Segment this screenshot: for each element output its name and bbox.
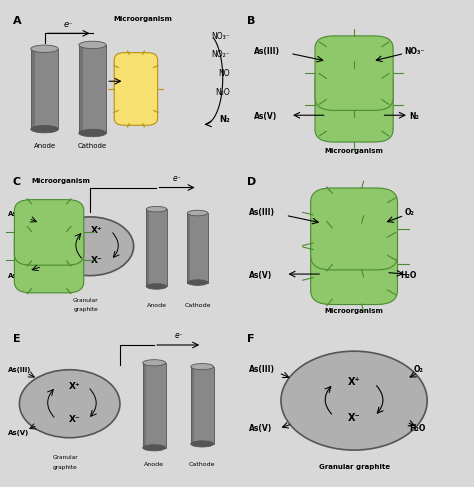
FancyBboxPatch shape (310, 223, 398, 304)
Text: Microorganism: Microorganism (325, 308, 383, 314)
FancyBboxPatch shape (14, 227, 84, 293)
Text: X⁻: X⁻ (91, 256, 103, 264)
Text: As(III): As(III) (8, 211, 31, 217)
Text: C: C (12, 177, 21, 187)
Text: e⁻: e⁻ (173, 174, 182, 183)
Text: Cathode: Cathode (189, 463, 215, 468)
Text: B: B (246, 17, 255, 26)
Text: A: A (12, 17, 21, 26)
Text: As(V): As(V) (249, 271, 272, 280)
Text: Granular graphite: Granular graphite (319, 464, 390, 470)
Text: NO₃⁻: NO₃⁻ (404, 47, 425, 56)
FancyBboxPatch shape (315, 68, 393, 142)
Text: X⁺: X⁺ (91, 226, 103, 235)
FancyBboxPatch shape (310, 188, 398, 270)
Bar (146, 209, 149, 286)
Text: O₂: O₂ (413, 365, 423, 374)
Ellipse shape (191, 363, 214, 370)
Text: D: D (246, 177, 256, 187)
Bar (191, 367, 194, 444)
Text: N₂O: N₂O (215, 88, 229, 96)
Text: As(V): As(V) (249, 424, 272, 433)
Text: E: E (12, 334, 20, 344)
Text: Anode: Anode (144, 463, 164, 468)
Ellipse shape (31, 126, 58, 133)
Text: As(V): As(V) (8, 430, 29, 436)
Text: As(III): As(III) (249, 208, 275, 217)
Text: X⁻: X⁻ (68, 414, 80, 424)
Bar (143, 363, 146, 448)
Text: Granular: Granular (73, 298, 99, 303)
Text: Microorganism: Microorganism (31, 178, 90, 184)
Bar (79, 45, 83, 133)
Text: Granular: Granular (52, 455, 78, 460)
Text: Cathode: Cathode (78, 143, 107, 149)
Text: As(V): As(V) (8, 273, 29, 279)
Bar (191, 367, 214, 444)
Circle shape (19, 370, 120, 438)
FancyBboxPatch shape (14, 200, 84, 265)
Text: Microorganism: Microorganism (325, 148, 383, 154)
Text: NO₃⁻: NO₃⁻ (211, 32, 229, 41)
Text: X⁺: X⁺ (68, 382, 80, 391)
Bar (31, 49, 58, 129)
Text: Cathode: Cathode (184, 303, 211, 308)
Bar (146, 209, 167, 286)
Bar (79, 45, 106, 133)
Text: NO: NO (218, 69, 229, 78)
Ellipse shape (79, 41, 106, 49)
Text: As(III): As(III) (249, 365, 275, 374)
Ellipse shape (146, 283, 167, 289)
Text: N₂: N₂ (409, 112, 419, 121)
Text: H₂O: H₂O (400, 271, 416, 280)
Text: graphite: graphite (73, 307, 98, 312)
Text: X⁺: X⁺ (348, 377, 360, 387)
Bar (187, 213, 191, 282)
Text: NO₂⁻: NO₂⁻ (211, 51, 229, 59)
Text: Anode: Anode (34, 143, 55, 149)
Text: e⁻: e⁻ (175, 331, 184, 340)
Text: As(V): As(V) (254, 112, 277, 121)
Text: N₂: N₂ (219, 115, 229, 124)
Bar (143, 363, 165, 448)
Ellipse shape (31, 45, 58, 53)
Text: X⁻: X⁻ (348, 412, 360, 423)
Ellipse shape (187, 210, 208, 216)
Ellipse shape (143, 360, 165, 366)
Text: As(III): As(III) (8, 367, 31, 373)
Text: O₂: O₂ (404, 208, 414, 217)
Ellipse shape (79, 129, 106, 137)
Text: F: F (246, 334, 254, 344)
FancyBboxPatch shape (315, 36, 393, 111)
Bar (187, 213, 208, 282)
Circle shape (281, 351, 427, 450)
Text: H₂O: H₂O (409, 424, 425, 433)
FancyBboxPatch shape (114, 53, 158, 125)
Ellipse shape (191, 441, 214, 447)
Ellipse shape (143, 445, 165, 451)
Text: As(III): As(III) (254, 47, 280, 56)
Bar (31, 49, 35, 129)
Circle shape (47, 217, 134, 276)
Text: Anode: Anode (146, 303, 166, 308)
Text: Microorganism: Microorganism (113, 17, 172, 22)
Text: e⁻: e⁻ (64, 19, 73, 29)
Text: graphite: graphite (53, 465, 77, 469)
Ellipse shape (187, 280, 208, 285)
Ellipse shape (146, 206, 167, 212)
